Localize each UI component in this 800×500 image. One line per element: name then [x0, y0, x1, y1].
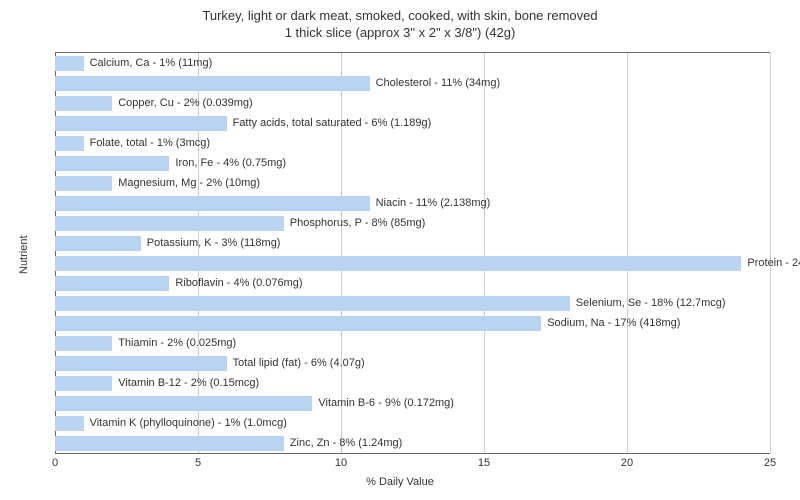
nutrient-bar	[55, 96, 112, 111]
nutrient-bar-label: Total lipid (fat) - 6% (4.07g)	[233, 357, 365, 369]
x-tick-label: 20	[621, 457, 633, 469]
nutrient-bar	[55, 256, 741, 271]
nutrient-bar	[55, 416, 84, 431]
nutrient-bar	[55, 56, 84, 71]
nutrient-bar	[55, 316, 541, 331]
nutrient-bar	[55, 196, 370, 211]
nutrient-bar-label: Niacin - 11% (2.138mg)	[376, 197, 491, 209]
nutrient-bar	[55, 376, 112, 391]
y-axis-title: Nutrient	[18, 235, 30, 274]
nutrient-bar-label: Zinc, Zn - 8% (1.24mg)	[290, 437, 402, 449]
nutrient-bar-label: Magnesium, Mg - 2% (10mg)	[118, 177, 260, 189]
nutrient-bar-label: Vitamin B-12 - 2% (0.15mcg)	[118, 377, 259, 389]
x-tick-label: 0	[52, 457, 58, 469]
nutrient-bar	[55, 356, 227, 371]
nutrient-bar	[55, 276, 169, 291]
nutrient-bar-label: Potassium, K - 3% (118mg)	[147, 237, 281, 249]
nutrient-bar-label: Folate, total - 1% (3mcg)	[90, 137, 210, 149]
x-gridline	[341, 53, 342, 453]
nutrient-bar-label: Iron, Fe - 4% (0.75mg)	[175, 157, 286, 169]
nutrient-bar	[55, 76, 370, 91]
nutrient-bar-label: Riboflavin - 4% (0.076mg)	[175, 277, 302, 289]
nutrient-bar	[55, 176, 112, 191]
plot-area: 0510152025Calcium, Ca - 1% (11mg)Cholest…	[55, 52, 770, 454]
chart-title: Turkey, light or dark meat, smoked, cook…	[0, 0, 800, 42]
x-gridline	[484, 53, 485, 453]
x-tick-label: 10	[335, 457, 347, 469]
nutrient-bar-label: Copper, Cu - 2% (0.039mg)	[118, 97, 253, 109]
nutrient-bar-label: Cholesterol - 11% (34mg)	[376, 77, 501, 89]
nutrient-bar-label: Calcium, Ca - 1% (11mg)	[90, 57, 213, 69]
nutrient-bar-label: Vitamin K (phylloquinone) - 1% (1.0mcg)	[90, 417, 287, 429]
nutrient-bar	[55, 336, 112, 351]
nutrient-bar-label: Selenium, Se - 18% (12.7mcg)	[576, 297, 726, 309]
x-axis-title: % Daily Value	[0, 476, 800, 488]
nutrient-bar	[55, 116, 227, 131]
nutrient-bar	[55, 436, 284, 451]
nutrient-bar	[55, 396, 312, 411]
nutrient-bar	[55, 236, 141, 251]
x-gridline	[627, 53, 628, 453]
nutrient-bar-label: Protein - 24% (11.80g)	[747, 257, 800, 269]
x-gridline	[198, 53, 199, 453]
nutrient-bar-label: Thiamin - 2% (0.025mg)	[118, 337, 236, 349]
nutrient-bar-label: Phosphorus, P - 8% (85mg)	[290, 217, 426, 229]
nutrient-bar	[55, 296, 570, 311]
nutrient-bar-label: Vitamin B-6 - 9% (0.172mg)	[318, 397, 454, 409]
x-gridline	[55, 53, 56, 453]
nutrient-bar	[55, 216, 284, 231]
x-gridline	[770, 53, 771, 453]
chart-title-line1: Turkey, light or dark meat, smoked, cook…	[0, 8, 800, 25]
x-tick-label: 15	[478, 457, 490, 469]
x-tick-label: 5	[195, 457, 201, 469]
nutrient-bar-label: Fatty acids, total saturated - 6% (1.189…	[233, 117, 432, 129]
x-tick-label: 25	[764, 457, 776, 469]
nutrient-bar-label: Sodium, Na - 17% (418mg)	[547, 317, 680, 329]
nutrient-bar	[55, 156, 169, 171]
chart-title-line2: 1 thick slice (approx 3" x 2" x 3/8") (4…	[0, 25, 800, 42]
nutrient-bar	[55, 136, 84, 151]
nutrition-chart: Turkey, light or dark meat, smoked, cook…	[0, 0, 800, 500]
